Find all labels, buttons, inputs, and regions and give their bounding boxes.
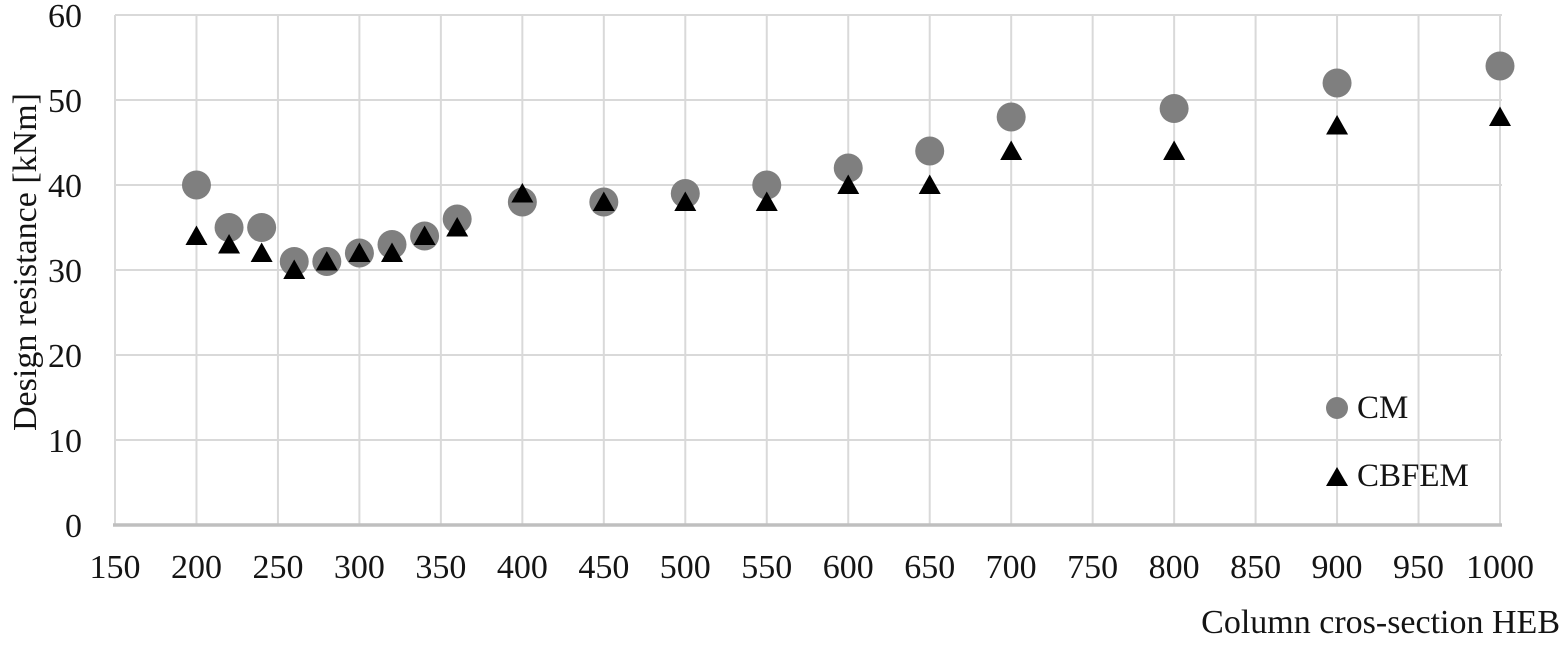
cbfem-point [381,242,403,262]
cbfem-point [348,242,371,262]
cm-point [833,153,863,183]
cm-point [752,170,782,200]
x-tick-label: 350 [415,549,466,586]
x-tick-label: 650 [904,549,955,586]
cbfem-point [511,183,534,203]
x-tick-label: 450 [578,549,629,586]
cbfem-point [674,191,697,211]
cm-point [1159,94,1189,123]
x-tick-label: 900 [1312,549,1363,586]
cbfem-point [218,234,241,254]
cbfem-point [185,225,208,245]
cm-point [1485,51,1515,81]
y-tick-label: 10 [48,423,82,460]
y-tick-label: 30 [48,253,82,290]
x-tick-label: 750 [1067,549,1118,586]
cbfem-point [315,251,338,271]
x-tick-label: 1000 [1466,549,1534,586]
cbfem-point [1000,140,1023,160]
x-tick-label: 250 [252,549,303,586]
y-axis-title: Design resistance [kNm] [7,92,44,432]
y-tick-label: 60 [48,0,82,35]
cbfem-triangle-icon [1326,466,1348,486]
cbfem-point [1326,115,1349,135]
x-tick-label: 400 [497,549,548,586]
cbfem-legend-label: CBFEM [1357,457,1469,494]
x-tick-label: 150 [90,549,141,586]
cm-point [1322,68,1352,98]
x-tick-label: 600 [823,549,874,586]
x-tick-label: 800 [1149,549,1200,586]
x-tick-label: 850 [1230,549,1281,586]
cbfem-point [918,174,941,194]
legend: CM CBFEM [1326,386,1469,522]
x-tick-label: 550 [741,549,792,586]
y-tick-label: 50 [48,83,82,120]
cm-point [915,136,945,166]
cbfem-point [755,191,778,211]
x-axis-title: Column cros-section HEB [1201,604,1560,641]
x-tick-label: 200 [171,549,222,586]
x-tick-label: 950 [1393,549,1444,586]
cbfem-point [413,225,436,245]
cbfem-point [1489,106,1511,126]
y-tick-label: 40 [48,168,82,205]
x-tick-label: 500 [660,549,711,586]
cbfem-point [837,174,860,194]
cm-point [996,102,1026,132]
cbfem-point [446,217,469,237]
y-tick-label: 0 [65,508,82,545]
cm-circle-icon [1326,397,1348,419]
y-tick-label: 20 [48,338,82,375]
cbfem-point [283,259,306,279]
x-tick-label: 700 [986,549,1037,586]
cbfem-point [592,191,615,211]
cm-point [247,213,277,242]
x-tick-label: 300 [334,549,385,586]
legend-item-cm: CM [1326,386,1469,430]
cm-point [214,213,244,242]
cm-point [181,170,211,200]
cm-legend-label: CM [1357,389,1409,426]
cbfem-point [250,242,273,262]
legend-item-cbfem: CBFEM [1326,454,1469,498]
cbfem-point [1163,140,1186,160]
